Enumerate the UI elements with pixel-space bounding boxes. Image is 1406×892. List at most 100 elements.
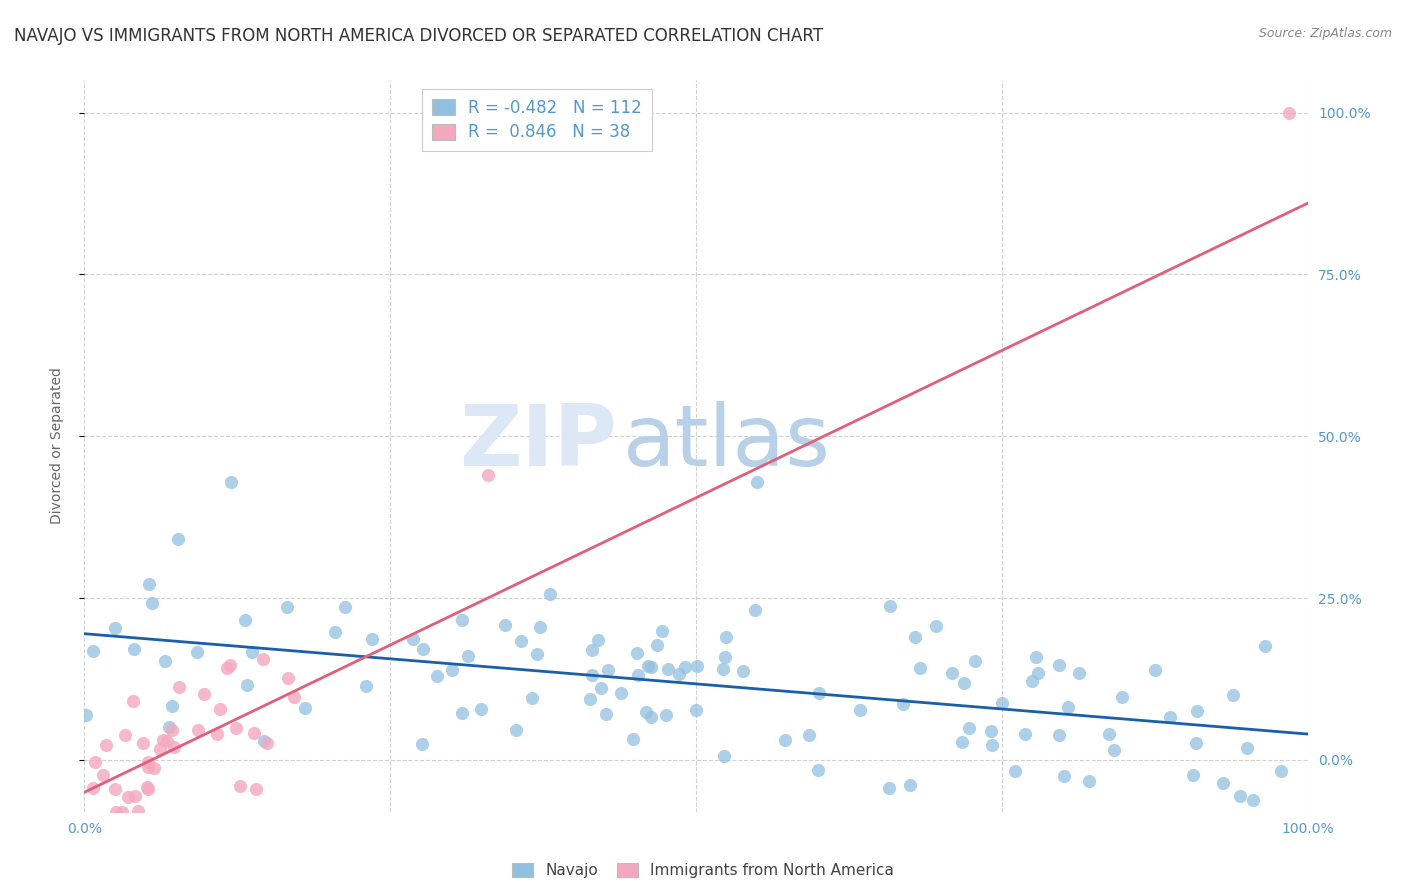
Point (256, 736, 278, 750)
Point (426, 668, 449, 682)
Point (104, 805, 127, 819)
Point (276, 599, 298, 614)
Point (127, 804, 149, 818)
Point (957, 721, 980, 735)
Point (166, 532, 188, 546)
Point (157, 720, 180, 734)
Point (849, 703, 872, 717)
Point (402, 632, 425, 646)
Point (799, 728, 821, 742)
Point (1185, 705, 1208, 719)
Point (451, 613, 474, 627)
Point (277, 672, 299, 686)
Point (207, 727, 229, 741)
Legend: R = -0.482   N = 112, R =  0.846   N = 38: R = -0.482 N = 112, R = 0.846 N = 38 (422, 88, 652, 152)
Point (807, 686, 830, 700)
Point (640, 659, 662, 673)
Point (114, 727, 136, 741)
Point (117, 790, 139, 805)
Point (155, 733, 177, 747)
Point (634, 705, 657, 719)
Point (412, 642, 434, 657)
Point (655, 708, 678, 723)
Point (1241, 793, 1264, 807)
Point (713, 748, 735, 763)
Point (925, 619, 948, 633)
Point (294, 701, 316, 715)
Point (637, 659, 659, 673)
Point (908, 661, 931, 675)
Point (136, 759, 159, 773)
Point (807, 763, 830, 777)
Point (1182, 768, 1205, 782)
Point (323, 625, 346, 640)
Point (526, 647, 548, 661)
Point (711, 662, 734, 676)
Point (243, 726, 266, 740)
Point (578, 692, 600, 706)
Point (744, 602, 766, 616)
Point (411, 738, 433, 752)
Point (686, 659, 709, 673)
Point (162, 699, 184, 714)
Point (505, 723, 527, 737)
Point (253, 734, 276, 748)
Point (1028, 665, 1050, 680)
Point (673, 659, 696, 673)
Point (1144, 663, 1167, 677)
Point (879, 599, 901, 614)
Point (645, 638, 668, 652)
Point (581, 643, 603, 657)
Point (361, 632, 384, 646)
Point (1229, 789, 1251, 804)
Point (141, 596, 163, 610)
Point (152, 733, 174, 747)
Point (965, 654, 987, 668)
Point (187, 723, 209, 738)
Point (193, 687, 215, 701)
Point (950, 735, 973, 749)
Point (136, 755, 159, 769)
Point (163, 739, 186, 754)
Point (1098, 727, 1121, 741)
Point (657, 662, 679, 676)
Point (538, 587, 561, 601)
Point (904, 630, 927, 644)
Text: ZIP: ZIP (458, 401, 616, 483)
Point (1047, 728, 1070, 742)
Point (494, 618, 516, 632)
Point (142, 761, 165, 775)
Point (477, 468, 499, 483)
Point (520, 691, 543, 706)
Point (713, 650, 735, 665)
Point (980, 738, 1002, 752)
Point (82, 780, 104, 795)
Point (1222, 688, 1244, 702)
Point (252, 652, 274, 666)
Point (136, 780, 159, 794)
Point (991, 696, 1014, 710)
Point (240, 644, 263, 658)
Point (219, 475, 242, 489)
Point (1056, 700, 1078, 714)
Point (283, 690, 305, 704)
Point (1077, 774, 1099, 789)
Point (1185, 736, 1208, 750)
Point (229, 780, 252, 794)
Point (94, 738, 117, 752)
Point (1212, 776, 1234, 790)
Point (1254, 639, 1277, 653)
Point (470, 702, 492, 716)
Point (132, 736, 155, 750)
Point (1270, 764, 1292, 778)
Point (898, 779, 921, 793)
Point (626, 647, 648, 661)
Y-axis label: Divorced or Separated: Divorced or Separated (49, 368, 63, 524)
Point (225, 721, 247, 735)
Point (136, 781, 159, 796)
Point (233, 614, 256, 628)
Point (160, 723, 183, 737)
Point (609, 686, 631, 700)
Point (124, 789, 146, 803)
Point (111, 805, 134, 819)
